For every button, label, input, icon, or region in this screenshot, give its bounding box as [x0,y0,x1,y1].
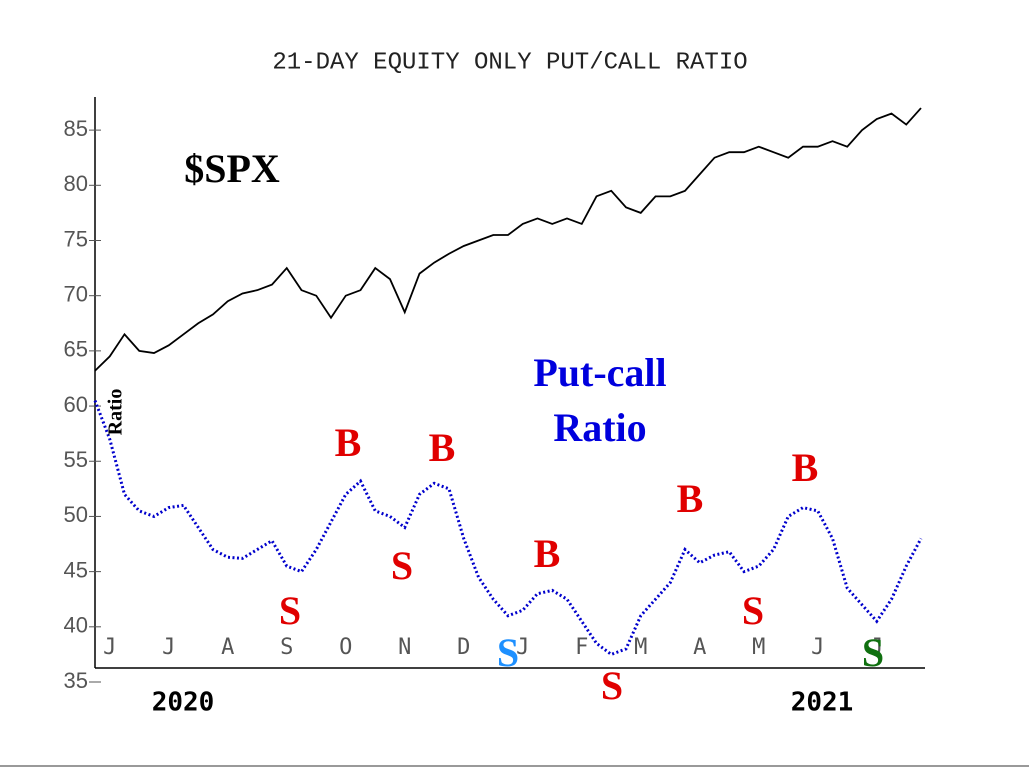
signal-label: B [534,531,561,576]
x-tick-label: J [811,635,824,660]
y-axis-label: Ratio [105,389,127,436]
signal-label: B [429,425,456,470]
x-tick-label: F [575,635,588,660]
x-tick-label: J [162,635,175,660]
year-label: 2021 [791,688,854,718]
signal-label: S [742,588,764,633]
x-tick-label: J [103,635,116,660]
x-tick-label: M [752,635,765,660]
x-tick-label: M [634,635,647,660]
signal-label: B [335,420,362,465]
x-tick-label: J [870,635,883,660]
series-line [94,107,922,372]
y-tick-label: 45 [64,557,88,582]
signal-label: S [862,630,884,675]
y-tick-label: 60 [64,392,88,417]
x-tick-label: D [457,635,470,660]
y-tick-label: 65 [64,337,88,362]
x-tick-label: J [516,635,529,660]
x-tick-label: S [280,635,293,660]
series-line [93,400,923,657]
annotation: Put-call [533,350,666,395]
annotation: $SPX [184,146,280,191]
x-tick-label: N [398,635,411,660]
year-label: 2020 [152,688,215,718]
y-tick-label: 75 [64,226,88,251]
annotation: Ratio [553,405,646,450]
y-tick-label: 40 [64,613,88,638]
x-tick-label: O [339,635,352,660]
signal-label: S [279,588,301,633]
signal-label: S [391,543,413,588]
x-tick-label: A [221,635,234,660]
signal-label: S [497,630,519,675]
y-tick-label: 50 [64,502,88,527]
y-tick-label: 55 [64,447,88,472]
x-tick-label: A [693,635,706,660]
y-tick-label: 35 [64,668,88,693]
signal-label: B [792,445,819,490]
y-tick-label: 85 [64,116,88,141]
signal-label: S [601,663,623,708]
signal-label: B [677,476,704,521]
y-tick-label: 70 [64,281,88,306]
chart-title: 21-DAY EQUITY ONLY PUT/CALL RATIO [272,49,747,76]
y-tick-label: 80 [64,171,88,196]
